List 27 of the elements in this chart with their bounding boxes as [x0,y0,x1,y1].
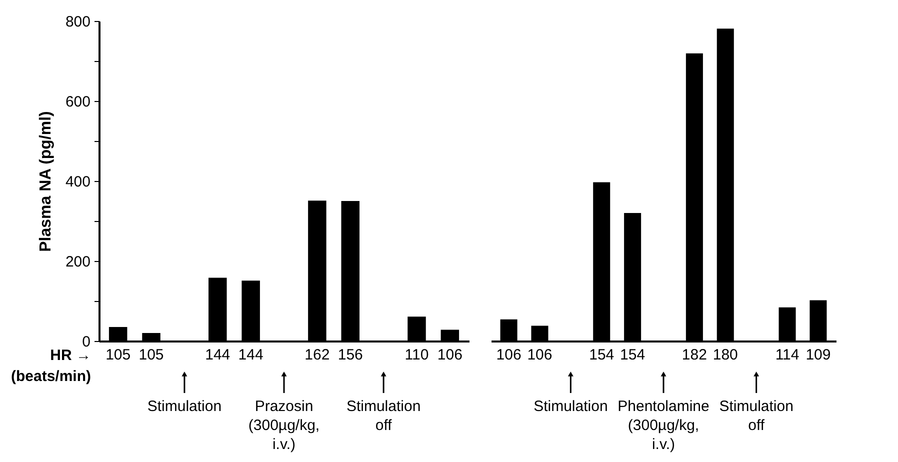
x-tick-label: 156 [338,346,363,364]
x-tick-label: 105 [106,346,131,364]
x-tick-label: 106 [496,346,522,364]
x-tick-label: 105 [138,346,164,364]
text: Prazosin (300µg/kg, i.v.) [248,398,320,453]
x-tick-label: 106 [527,346,552,364]
x-tick-label: 144 [238,346,264,364]
x-tick-label: 114 [775,346,800,364]
y-tick-label: 600 [65,94,90,110]
y-axis-title: Plasma NA (pg/ml) [37,111,54,252]
y-tick-label: 400 [65,174,90,190]
x-tick-label: 109 [806,346,831,364]
text: Stimulation [534,398,608,415]
x-tick-label: 154 [589,346,614,364]
y-tick-label: 200 [65,254,90,270]
text: Stimulation off [719,398,794,434]
x-tick-label: 180 [712,346,738,364]
x-tick-label: 106 [437,346,462,364]
x-tick-label: 154 [620,346,646,364]
y-tick-label: 800 [65,14,90,30]
x-tick-label: 162 [304,346,330,364]
text: Stimulation [147,398,222,415]
x-tick-label: 110 [404,346,429,364]
x-tick-label: 144 [205,346,230,364]
text: Phentolamine (300µg/kg, i.v.) [618,398,710,453]
text: Stimulation off [346,398,421,434]
x-tick-label: 182 [682,346,707,364]
